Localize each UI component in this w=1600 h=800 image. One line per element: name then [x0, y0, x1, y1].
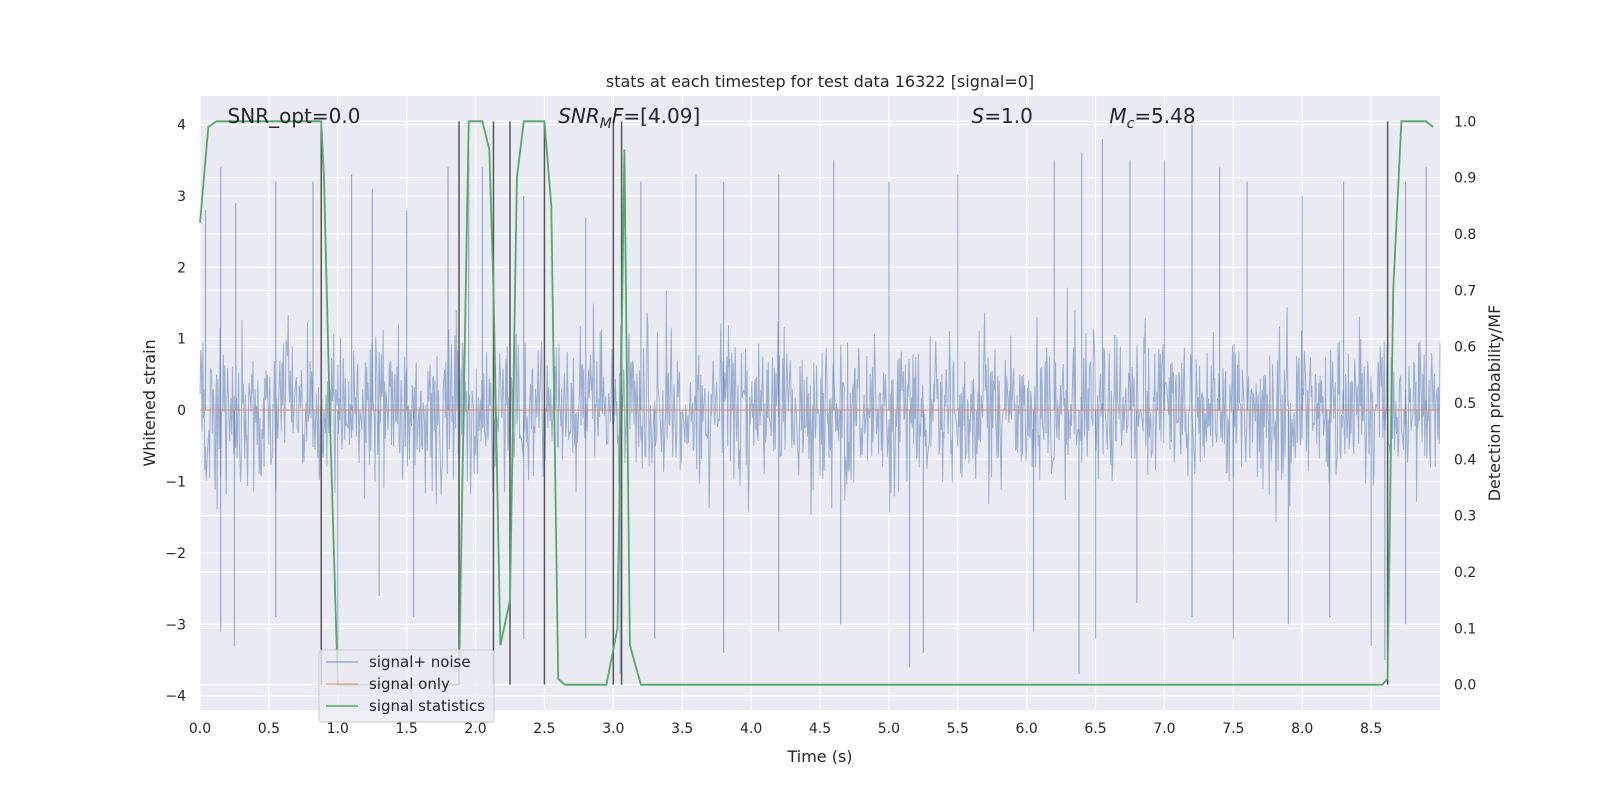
x-tick-label: 1.0 [327, 721, 349, 737]
x-tick-label: 5.5 [947, 721, 969, 737]
y-tick-label-right: 0.6 [1454, 340, 1476, 356]
annotation-text: S=1.0 [972, 104, 1033, 128]
x-tick-label: 3.5 [671, 721, 693, 737]
annotation-rest-italic: F [612, 104, 624, 128]
x-tick-label: 6.5 [1084, 721, 1106, 737]
series-lines [199, 120, 1440, 686]
y-tick-label-left: 1 [177, 332, 186, 348]
y-tick-label-right: 0.1 [1454, 621, 1476, 637]
y-tick-label-right: 0.0 [1454, 678, 1476, 694]
y-tick-label-right: 0.8 [1454, 227, 1476, 243]
y-axis-label-right: Detection probability/MF [1485, 305, 1504, 502]
annotation-rest: =5.48 [1134, 104, 1195, 128]
ticks: 0.0 0.5 1.0 1.5 2.0 2.5 3.0 3.5 4.0 4.5 5.0 5.5 6.0 6… [165, 114, 1476, 737]
y-tick-label-right: 1.0 [1454, 114, 1476, 130]
y-tick-label-left: 4 [177, 118, 186, 134]
y-tick-label-right: 0.4 [1454, 452, 1476, 468]
x-tick-label: 1.5 [396, 721, 418, 737]
x-tick-label: 4.0 [740, 721, 762, 737]
y-tick-label-right: 0.3 [1454, 509, 1476, 525]
y-tick-label-right: 0.5 [1454, 396, 1476, 412]
x-tick-label: 4.5 [809, 721, 831, 737]
y-tick-label-left: 3 [177, 189, 186, 205]
y-tick-label-right: 0.7 [1454, 283, 1476, 299]
annotation-text: SNR_opt=0.0 [228, 104, 361, 128]
x-tick-label: 7.0 [1153, 721, 1175, 737]
legend-label-signal-only: signal only [369, 675, 450, 693]
legend: signal+ noise signal only signal statist… [318, 649, 495, 723]
x-tick-label: 0.5 [258, 721, 280, 737]
y-tick-label-left: −1 [165, 475, 186, 491]
x-tick-label: 7.5 [1222, 721, 1244, 737]
x-tick-label: 6.0 [1016, 721, 1038, 737]
annotation-subscript: c [1127, 116, 1135, 132]
x-tick-label: 2.0 [464, 721, 486, 737]
legend-label-signal-statistics: signal statistics [369, 697, 485, 715]
annotations: SNR_opt=0.0 SNRMF=[4.09] S=1.0 Mc=5.48 [228, 104, 1196, 132]
y-tick-label-left: −3 [165, 617, 186, 633]
y-axis-label-left: Whitened strain [140, 339, 159, 466]
x-tick-label: 3.0 [602, 721, 624, 737]
y-tick-label-right: 0.2 [1454, 565, 1476, 581]
y-tick-label-left: 2 [177, 260, 186, 276]
chart-title: stats at each timestep for test data 163… [606, 72, 1034, 91]
x-tick-label: 0.0 [189, 721, 211, 737]
annotation-base: M [1109, 104, 1126, 128]
annotation-base: S [972, 104, 985, 128]
annotation-base: SNR_opt=0.0 [228, 104, 361, 128]
x-tick-label: 5.0 [878, 721, 900, 737]
legend-label-signal-noise: signal+ noise [369, 653, 471, 671]
y-tick-label-left: −2 [165, 546, 186, 562]
y-tick-label-left: 0 [177, 403, 186, 419]
y-tick-label-left: −4 [165, 689, 186, 705]
annotation-rest: =1.0 [984, 104, 1033, 128]
annotation-subscript: M [600, 116, 612, 132]
y-tick-label-right: 0.9 [1454, 171, 1476, 187]
x-tick-label: 8.5 [1360, 721, 1382, 737]
annotation-rest: =[4.09] [623, 104, 700, 128]
annotation-text: Mc=5.48 [1109, 104, 1195, 132]
x-tick-label: 2.5 [533, 721, 555, 737]
annotation-text: SNRMF=[4.09] [558, 104, 700, 132]
x-tick-label: 8.0 [1291, 721, 1313, 737]
annotation-base: SNR [558, 104, 600, 128]
legend-box [318, 649, 495, 723]
series-signal-statistics [199, 120, 1434, 686]
x-axis-label: Time (s) [786, 747, 852, 766]
